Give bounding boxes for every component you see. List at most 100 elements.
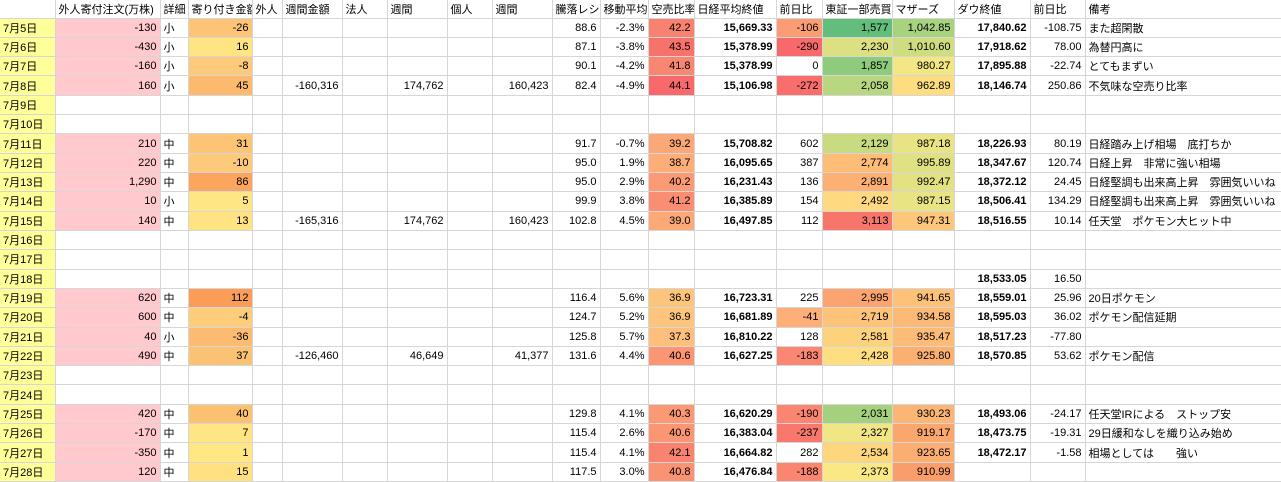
cell-date[interactable]: 7月19日 [0,288,56,309]
cell-gaijin[interactable] [252,288,283,309]
cell-detail[interactable]: 中 [160,462,189,482]
cell-mothers[interactable]: 923.65 [892,442,955,463]
cell-kojin[interactable] [447,230,493,251]
cell-date[interactable]: 7月8日 [0,75,56,96]
cell-tse[interactable]: 3,113 [822,211,893,231]
cell-dow[interactable]: 18,372.12 [954,172,1031,193]
cell-order[interactable]: 120 [55,462,161,482]
cell-tse[interactable]: 2,031 [822,404,893,425]
cell-ratio[interactable]: 95.0 [552,172,601,193]
cell-weekamt[interactable] [282,172,343,193]
cell-note[interactable]: 日経堅調も出来高上昇 雰囲気いいね [1085,191,1281,212]
cell-detail[interactable]: 中 [160,172,189,193]
cell-ndiff[interactable] [776,384,823,405]
cell-detail[interactable]: 小 [160,75,189,96]
cell-ndiff[interactable]: -290 [776,37,823,58]
cell-weekamt[interactable] [282,307,343,328]
cell-detail[interactable] [160,114,189,135]
cell-nikkei[interactable]: 16,095.65 [694,153,777,174]
cell-date[interactable]: 7月11日 [0,133,56,154]
cell-weekamt[interactable] [282,269,343,289]
cell-gaijin[interactable] [252,37,283,58]
cell-date[interactable]: 7月16日 [0,230,56,251]
cell-ratio[interactable]: 91.7 [552,133,601,154]
cell-week2[interactable] [492,133,553,154]
cell-week1[interactable] [387,365,448,386]
cell-ma[interactable]: 1.9% [600,153,649,174]
cell-nikkei[interactable]: 16,723.31 [694,288,777,309]
cell-weekamt[interactable] [282,37,343,58]
cell-week1[interactable] [387,462,448,482]
cell-note[interactable]: 相場としては 強い [1085,442,1281,463]
cell-kojin[interactable] [447,269,493,289]
cell-order[interactable]: -350 [55,442,161,463]
cell-short[interactable] [648,249,695,270]
cell-short[interactable]: 40.2 [648,172,695,193]
cell-short[interactable]: 41.2 [648,191,695,212]
cell-week1[interactable] [387,327,448,347]
cell-mothers[interactable]: 935.47 [892,327,955,347]
cell-mothers[interactable]: 947.31 [892,211,955,231]
cell-ddiff[interactable]: 24.45 [1030,172,1086,193]
cell-short[interactable]: 40.6 [648,346,695,367]
cell-week2[interactable] [492,191,553,212]
cell-ndiff[interactable]: 112 [776,211,823,231]
cell-tse[interactable] [822,230,893,251]
cell-note[interactable]: 任天堂 ポケモン大ヒット中 [1085,211,1281,231]
cell-ndiff[interactable]: 387 [776,153,823,174]
cell-week1[interactable] [387,191,448,212]
cell-short[interactable] [648,95,695,116]
cell-kojin[interactable] [447,346,493,367]
column-header-nikkei[interactable]: 日経平均終値 [694,0,777,19]
cell-gaijin[interactable] [252,153,283,174]
cell-nikkei[interactable] [694,365,777,386]
cell-week2[interactable] [492,153,553,174]
cell-note[interactable]: 日経上昇 非常に強い相場 [1085,153,1281,174]
cell-ndiff[interactable]: 136 [776,172,823,193]
cell-nikkei[interactable] [694,269,777,289]
cell-gaijin[interactable] [252,346,283,367]
cell-weekamt[interactable] [282,56,343,77]
cell-open[interactable]: 7 [188,423,253,444]
cell-week2[interactable] [492,18,553,38]
cell-nikkei[interactable] [694,230,777,251]
cell-open[interactable] [188,384,253,405]
cell-mothers[interactable] [892,269,955,289]
column-header-gaijin[interactable]: 外人 [252,0,283,19]
cell-detail[interactable]: 小 [160,327,189,347]
cell-kojin[interactable] [447,114,493,135]
cell-week2[interactable] [492,172,553,193]
cell-detail[interactable]: 小 [160,191,189,212]
cell-detail[interactable]: 中 [160,442,189,463]
cell-note[interactable]: 20日ポケモン [1085,288,1281,309]
cell-week1[interactable] [387,442,448,463]
cell-ratio[interactable]: 88.6 [552,18,601,38]
column-header-ratio[interactable]: 騰落レシオ [552,0,601,19]
cell-dow[interactable]: 18,347.67 [954,153,1031,174]
cell-ndiff[interactable] [776,365,823,386]
cell-ma[interactable]: 5.2% [600,307,649,328]
cell-nikkei[interactable] [694,384,777,405]
cell-gaijin[interactable] [252,56,283,77]
cell-tse[interactable] [822,269,893,289]
cell-tse[interactable]: 2,492 [822,191,893,212]
cell-kojin[interactable] [447,75,493,96]
cell-ddiff[interactable]: -19.31 [1030,423,1086,444]
cell-week1[interactable]: 174,762 [387,75,448,96]
column-header-note[interactable]: 備考 [1085,0,1281,19]
cell-ddiff[interactable]: 250.86 [1030,75,1086,96]
cell-week1[interactable] [387,307,448,328]
cell-weekamt[interactable] [282,288,343,309]
cell-tse[interactable] [822,365,893,386]
cell-dow[interactable]: 18,533.05 [954,269,1031,289]
cell-tse[interactable]: 2,428 [822,346,893,367]
cell-tse[interactable]: 2,230 [822,37,893,58]
cell-weekamt[interactable]: -126,460 [282,346,343,367]
cell-tse[interactable]: 2,891 [822,172,893,193]
cell-short[interactable] [648,384,695,405]
column-header-short[interactable]: 空売比率 [648,0,695,19]
cell-short[interactable]: 36.9 [648,288,695,309]
cell-weekamt[interactable] [282,191,343,212]
cell-order[interactable] [55,249,161,270]
cell-ndiff[interactable]: 602 [776,133,823,154]
